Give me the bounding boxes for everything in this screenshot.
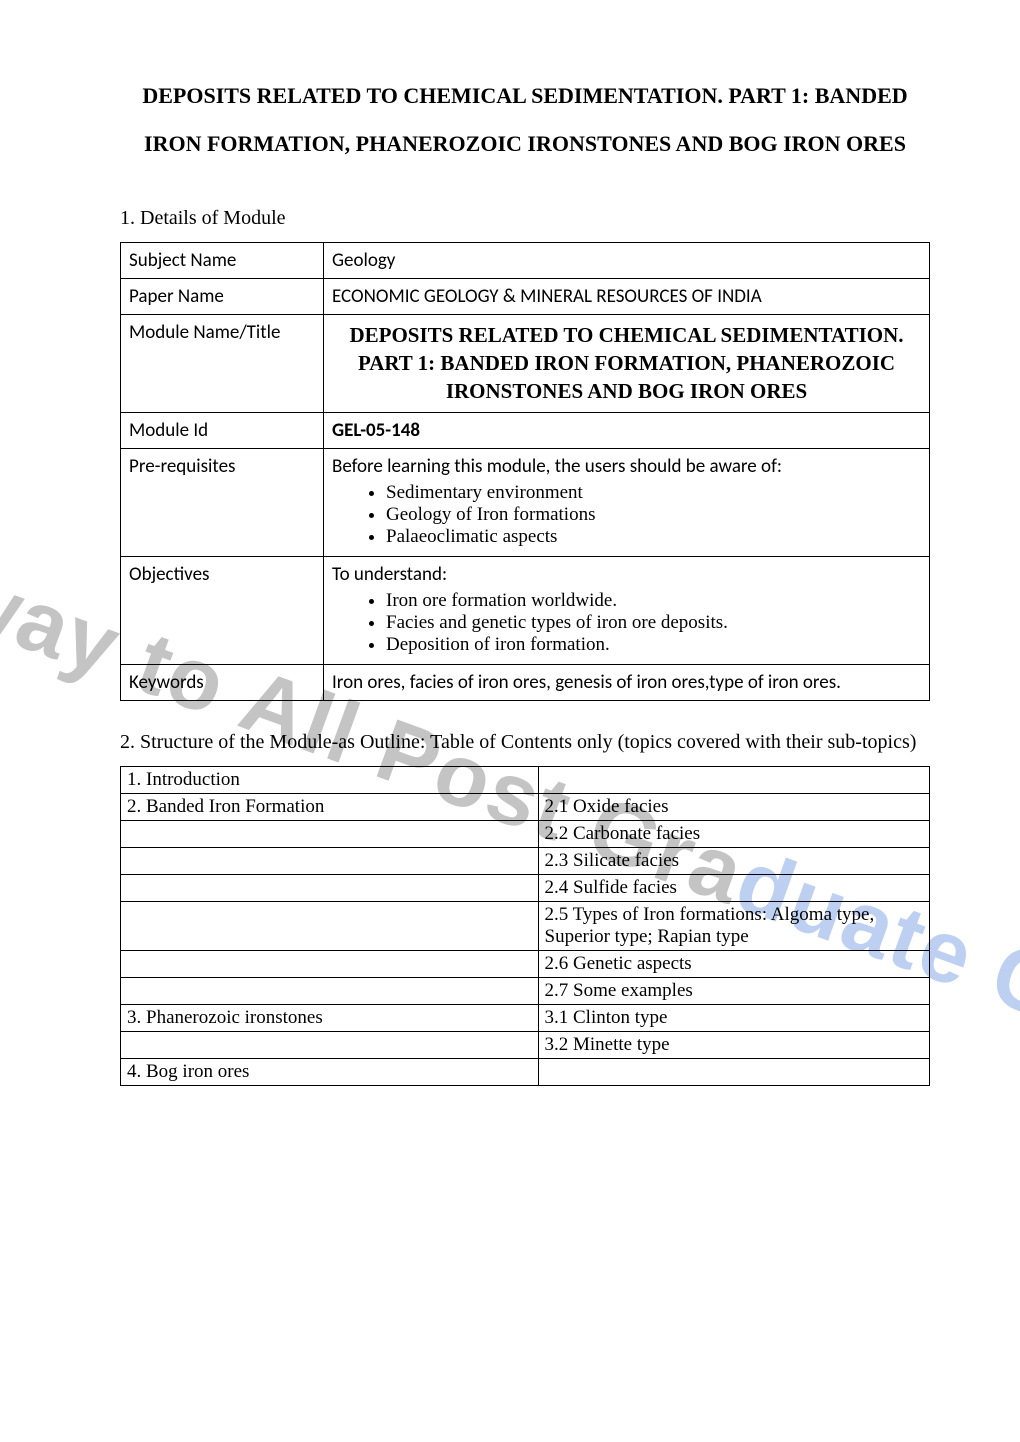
objectives-list: Iron ore formation worldwide. Facies and…: [332, 590, 921, 656]
outline-left: [121, 1031, 539, 1058]
prereq-lead: Before learning this module, the users s…: [332, 455, 782, 478]
outline-left: [121, 874, 539, 901]
table-row: 2.6 Genetic aspects: [121, 950, 930, 977]
cell-value: Iron ores, facies of iron ores, genesis …: [324, 664, 930, 700]
outline-right: 3.1 Clinton type: [538, 1004, 930, 1031]
table-row: 2.4 Sulfide facies: [121, 874, 930, 901]
outline-left: [121, 950, 539, 977]
outline-right: 2.5 Types of Iron formations: Algoma typ…: [538, 901, 930, 950]
module-title-line: PART 1: BANDED IRON FORMATION, PHANEROZO…: [358, 351, 895, 375]
module-title-line: DEPOSITS RELATED TO CHEMICAL SEDIMENTATI…: [349, 323, 903, 347]
cell-value: GEL-05-148: [324, 412, 930, 448]
list-item: Iron ore formation worldwide.: [386, 590, 921, 612]
prereq-list: Sedimentary environment Geology of Iron …: [332, 482, 921, 548]
table-row: 3. Phanerozoic ironstones 3.1 Clinton ty…: [121, 1004, 930, 1031]
outline-right: 3.2 Minette type: [538, 1031, 930, 1058]
table-row: 1. Introduction: [121, 766, 930, 793]
outline-right: 2.1 Oxide facies: [538, 793, 930, 820]
outline-left: [121, 820, 539, 847]
table-row: Paper Name ECONOMIC GEOLOGY & MINERAL RE…: [121, 278, 930, 314]
outline-right: [538, 1058, 930, 1085]
outline-right: [538, 766, 930, 793]
list-item: Deposition of iron formation.: [386, 634, 921, 656]
outline-left: [121, 901, 539, 950]
outline-left: 4. Bog iron ores: [121, 1058, 539, 1085]
table-row: 4. Bog iron ores: [121, 1058, 930, 1085]
list-item: Facies and genetic types of iron ore dep…: [386, 612, 921, 634]
outline-left: 2. Banded Iron Formation: [121, 793, 539, 820]
cell-label: Paper Name: [121, 278, 324, 314]
outline-table: 1. Introduction 2. Banded Iron Formation…: [120, 766, 930, 1086]
list-item: Palaeoclimatic aspects: [386, 526, 921, 548]
table-row: Module Id GEL-05-148: [121, 412, 930, 448]
cell-value: Before learning this module, the users s…: [324, 448, 930, 556]
table-row: Pre-requisites Before learning this modu…: [121, 448, 930, 556]
cell-label: Pre-requisites: [121, 448, 324, 556]
outline-left: [121, 847, 539, 874]
table-row: 2.5 Types of Iron formations: Algoma typ…: [121, 901, 930, 950]
table-row: Module Name/Title DEPOSITS RELATED TO CH…: [121, 314, 930, 412]
outline-right: 2.7 Some examples: [538, 977, 930, 1004]
page-title: DEPOSITS RELATED TO CHEMICAL SEDIMENTATI…: [120, 72, 930, 169]
title-line-2: IRON FORMATION, PHANEROZOIC IRONSTONES A…: [144, 131, 906, 156]
outline-left: 3. Phanerozoic ironstones: [121, 1004, 539, 1031]
table-row: 2.7 Some examples: [121, 977, 930, 1004]
outline-right: 2.6 Genetic aspects: [538, 950, 930, 977]
table-row: Keywords Iron ores, facies of iron ores,…: [121, 664, 930, 700]
cell-value: ECONOMIC GEOLOGY & MINERAL RESOURCES OF …: [324, 278, 930, 314]
table-row: Subject Name Geology: [121, 242, 930, 278]
table-row: 2.3 Silicate facies: [121, 847, 930, 874]
cell-label: Module Id: [121, 412, 324, 448]
cell-value: DEPOSITS RELATED TO CHEMICAL SEDIMENTATI…: [324, 314, 930, 412]
section-1-label: 1. Details of Module: [120, 207, 930, 230]
cell-label: Subject Name: [121, 242, 324, 278]
module-details-table: Subject Name Geology Paper Name ECONOMIC…: [120, 242, 930, 701]
list-item: Geology of Iron formations: [386, 504, 921, 526]
objectives-lead: To understand:: [332, 563, 447, 586]
table-row: 3.2 Minette type: [121, 1031, 930, 1058]
cell-label: Keywords: [121, 664, 324, 700]
outline-right: 2.3 Silicate facies: [538, 847, 930, 874]
outline-left: [121, 977, 539, 1004]
cell-label: Module Name/Title: [121, 314, 324, 412]
section-2-label: 2. Structure of the Module-as Outline: T…: [120, 731, 930, 754]
outline-right: 2.4 Sulfide facies: [538, 874, 930, 901]
table-row: 2. Banded Iron Formation 2.1 Oxide facie…: [121, 793, 930, 820]
cell-value: To understand: Iron ore formation worldw…: [324, 556, 930, 664]
title-line-1: DEPOSITS RELATED TO CHEMICAL SEDIMENTATI…: [142, 83, 907, 108]
list-item: Sedimentary environment: [386, 482, 921, 504]
table-row: Objectives To understand: Iron ore forma…: [121, 556, 930, 664]
module-title-line: IRONSTONES AND BOG IRON ORES: [446, 379, 807, 403]
table-row: 2.2 Carbonate facies: [121, 820, 930, 847]
cell-value: Geology: [324, 242, 930, 278]
outline-left: 1. Introduction: [121, 766, 539, 793]
outline-right: 2.2 Carbonate facies: [538, 820, 930, 847]
module-id: GEL-05-148: [332, 419, 420, 442]
cell-label: Objectives: [121, 556, 324, 664]
